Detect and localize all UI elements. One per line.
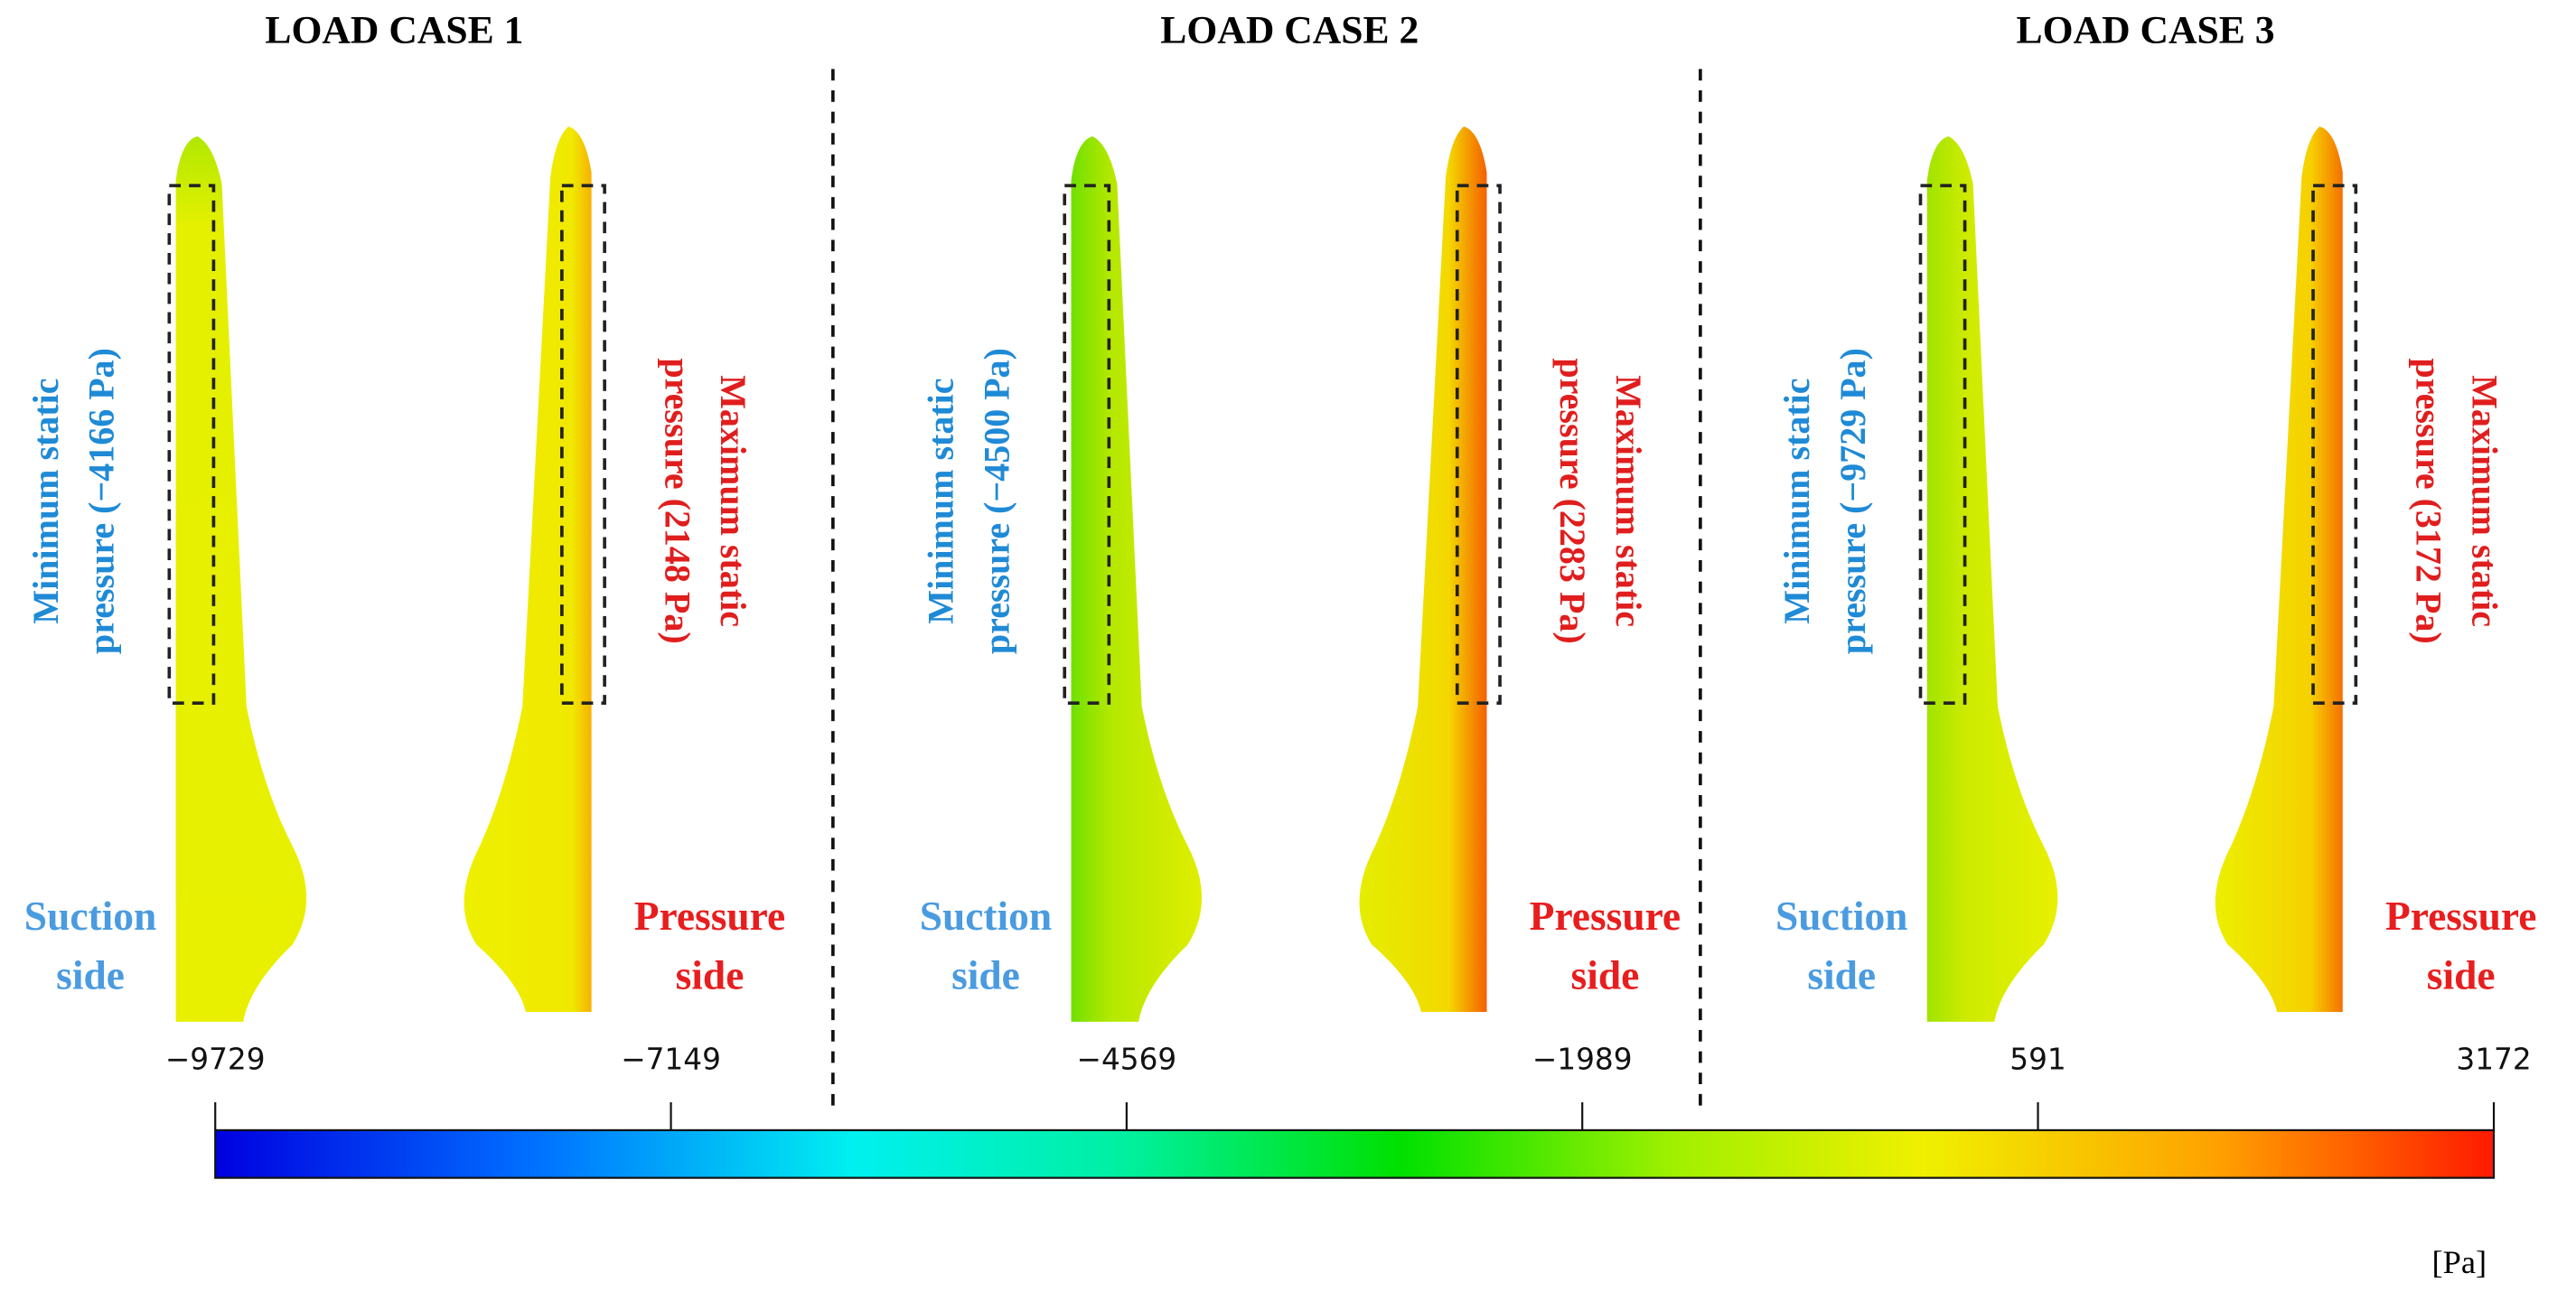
min-pressure-label: pressure (−4500 Pa) <box>976 348 1016 654</box>
min-pressure-label: Minimum static <box>921 378 961 623</box>
max-pressure-label: Maximum static <box>2464 375 2505 627</box>
pressure-side-label: Pressure <box>634 893 785 939</box>
colorbar-tick-label: −1989 <box>1532 1043 1633 1077</box>
colorbar-tick-label: −7149 <box>621 1043 721 1077</box>
max-pressure-label: Maximum static <box>713 375 754 627</box>
suction-side-label: Suction <box>1775 893 1907 939</box>
pressure-side-label: side <box>676 952 745 998</box>
suction-blade <box>1071 136 1203 1022</box>
colorbar-tick-label: 591 <box>2009 1043 2065 1077</box>
colorbar-tick-label: −4569 <box>1077 1043 1177 1077</box>
min-pressure-label: pressure (−4166 Pa) <box>81 348 122 654</box>
max-region-box <box>1455 183 1502 705</box>
colorbar <box>214 1128 2496 1179</box>
suction-side-label: side <box>56 952 125 998</box>
colorbar-tick-label: 3172 <box>2456 1043 2531 1077</box>
min-region-box <box>167 183 216 705</box>
suction-side-label: side <box>951 952 1020 998</box>
pressure-side-label: Pressure <box>2385 893 2536 939</box>
suction-side-label: side <box>1807 952 1876 998</box>
max-pressure-label: pressure (2148 Pa) <box>657 358 698 643</box>
panel-title: LOAD CASE 2 <box>1160 8 1419 51</box>
panels: LOAD CASE 1 Minimum static Maximum static S… <box>24 8 2536 1022</box>
max-pressure-label: pressure (3172 Pa) <box>2408 358 2449 643</box>
suction-blade <box>1926 136 2058 1022</box>
pressure-blade <box>464 126 592 1012</box>
max-pressure-label: pressure (2283 Pa) <box>1552 358 1593 643</box>
pressure-side-label: side <box>2427 952 2496 998</box>
min-region-box <box>1063 183 1111 705</box>
pressure-blade <box>1359 126 1487 1012</box>
pressure-side-label: Pressure <box>1530 893 1681 939</box>
max-region-box <box>560 183 606 705</box>
suction-side-label: Suction <box>920 893 1052 939</box>
unit-label: [Pa] <box>2432 1244 2487 1280</box>
colorbar-ticks: −9729 −7149 −4569 −1989 591 3172 <box>165 1043 2532 1130</box>
max-region-box <box>2311 183 2358 705</box>
colorbar-tick-label: −9729 <box>165 1043 266 1077</box>
min-pressure-label: pressure (−9729 Pa) <box>1832 348 1873 654</box>
min-pressure-label: Minimum static <box>25 378 66 623</box>
panel-title: LOAD CASE 3 <box>2017 8 2275 51</box>
min-region-box <box>1918 183 1967 705</box>
min-pressure-label: Minimum static <box>1776 378 1817 623</box>
suction-blade <box>175 136 307 1022</box>
panel-title: LOAD CASE 1 <box>265 8 523 51</box>
suction-side-label: Suction <box>24 893 156 939</box>
pressure-blade <box>2215 126 2343 1012</box>
max-pressure-label: Maximum static <box>1608 375 1649 627</box>
pressure-side-label: side <box>1571 952 1640 998</box>
